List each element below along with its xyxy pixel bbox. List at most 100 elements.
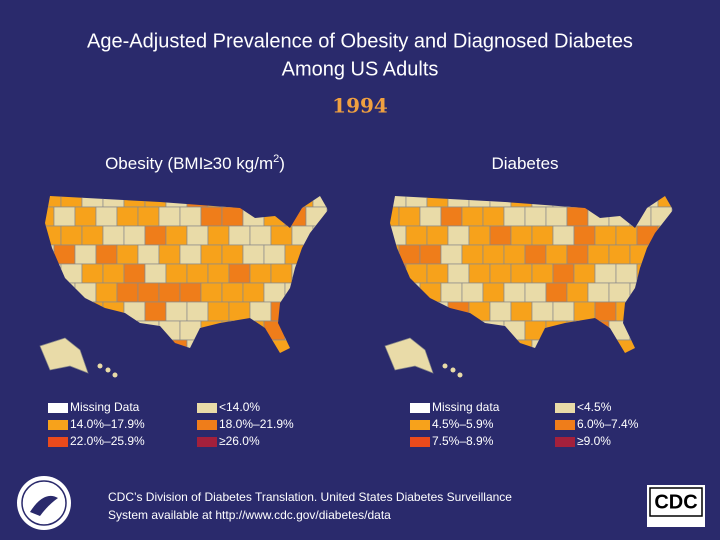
- state: [263, 244, 286, 265]
- state: [608, 244, 631, 265]
- state: [531, 225, 554, 246]
- state: [242, 282, 265, 303]
- state: [566, 206, 589, 227]
- state: [426, 263, 449, 284]
- legend-label: 7.5%–8.9%: [432, 434, 494, 448]
- state: [144, 225, 167, 246]
- hhs-logo: [17, 476, 71, 530]
- state: [503, 244, 526, 265]
- legend-swatch: [410, 437, 430, 447]
- state: [552, 263, 575, 284]
- state: [426, 225, 449, 246]
- state: [116, 244, 139, 265]
- legend-label: 22.0%–25.9%: [70, 434, 145, 448]
- state: [510, 301, 533, 322]
- state: [468, 225, 491, 246]
- legend-swatch: [410, 403, 430, 413]
- state: [207, 301, 230, 322]
- state: [447, 225, 470, 246]
- hawaii: [457, 372, 463, 378]
- legend-swatch: [555, 437, 575, 447]
- state: [594, 301, 617, 322]
- state: [123, 263, 146, 284]
- state: [165, 301, 188, 322]
- state: [552, 301, 575, 322]
- state: [615, 225, 638, 246]
- state: [552, 225, 575, 246]
- state: [524, 244, 547, 265]
- state: [405, 225, 428, 246]
- legend-swatch: [48, 437, 68, 447]
- state: [594, 225, 617, 246]
- state: [81, 225, 104, 246]
- state: [95, 282, 118, 303]
- legend-label: 18.0%–21.9%: [219, 417, 294, 431]
- state: [53, 206, 76, 227]
- legend-label: ≥9.0%: [577, 434, 611, 448]
- state: [608, 282, 631, 303]
- state: [489, 263, 512, 284]
- state: [249, 263, 272, 284]
- state: [81, 263, 104, 284]
- state: [531, 263, 554, 284]
- state: [144, 263, 167, 284]
- state: [95, 244, 118, 265]
- state: [186, 301, 209, 322]
- state: [461, 282, 484, 303]
- state: [242, 244, 265, 265]
- state: [102, 263, 125, 284]
- legend-label: 14.0%–17.9%: [70, 417, 145, 431]
- legend-swatch: [410, 420, 430, 430]
- state: [116, 206, 139, 227]
- state: [419, 206, 442, 227]
- title-part: Diabetes: [491, 154, 558, 173]
- state: [165, 225, 188, 246]
- state: [228, 263, 251, 284]
- state: [398, 206, 421, 227]
- state: [587, 244, 610, 265]
- state: [482, 282, 505, 303]
- hawaii: [105, 367, 111, 373]
- state: [74, 206, 97, 227]
- cdc-logo: [647, 485, 705, 527]
- state: [573, 225, 596, 246]
- state: [524, 206, 547, 227]
- state: [461, 244, 484, 265]
- state: [221, 206, 244, 227]
- title-part: 2: [273, 153, 279, 165]
- state: [482, 206, 505, 227]
- state: [573, 301, 596, 322]
- state: [249, 225, 272, 246]
- state: [179, 206, 202, 227]
- state: [510, 263, 533, 284]
- legend-swatch: [48, 420, 68, 430]
- state: [263, 282, 286, 303]
- legend-label: <14.0%: [219, 400, 260, 414]
- state: [489, 225, 512, 246]
- state: [545, 282, 568, 303]
- title-part: ): [279, 154, 285, 173]
- state: [440, 206, 463, 227]
- legend-label: ≥26.0%: [219, 434, 260, 448]
- state: [270, 263, 293, 284]
- state: [116, 282, 139, 303]
- state: [270, 225, 293, 246]
- title-line: Among US Adults: [282, 58, 439, 80]
- state: [221, 282, 244, 303]
- hawaii: [112, 372, 118, 378]
- state: [200, 282, 223, 303]
- state: [179, 282, 202, 303]
- state: [165, 263, 188, 284]
- state: [447, 263, 470, 284]
- state: [158, 206, 181, 227]
- state: [102, 225, 125, 246]
- legend-label: Missing data: [432, 400, 500, 414]
- hawaii: [450, 367, 456, 373]
- legend-swatch: [197, 403, 217, 413]
- title-line: Age-Adjusted Prevalence of Obesity and D…: [87, 30, 633, 52]
- state: [573, 263, 596, 284]
- state: [566, 282, 589, 303]
- state: [60, 225, 83, 246]
- hawaii: [97, 363, 103, 369]
